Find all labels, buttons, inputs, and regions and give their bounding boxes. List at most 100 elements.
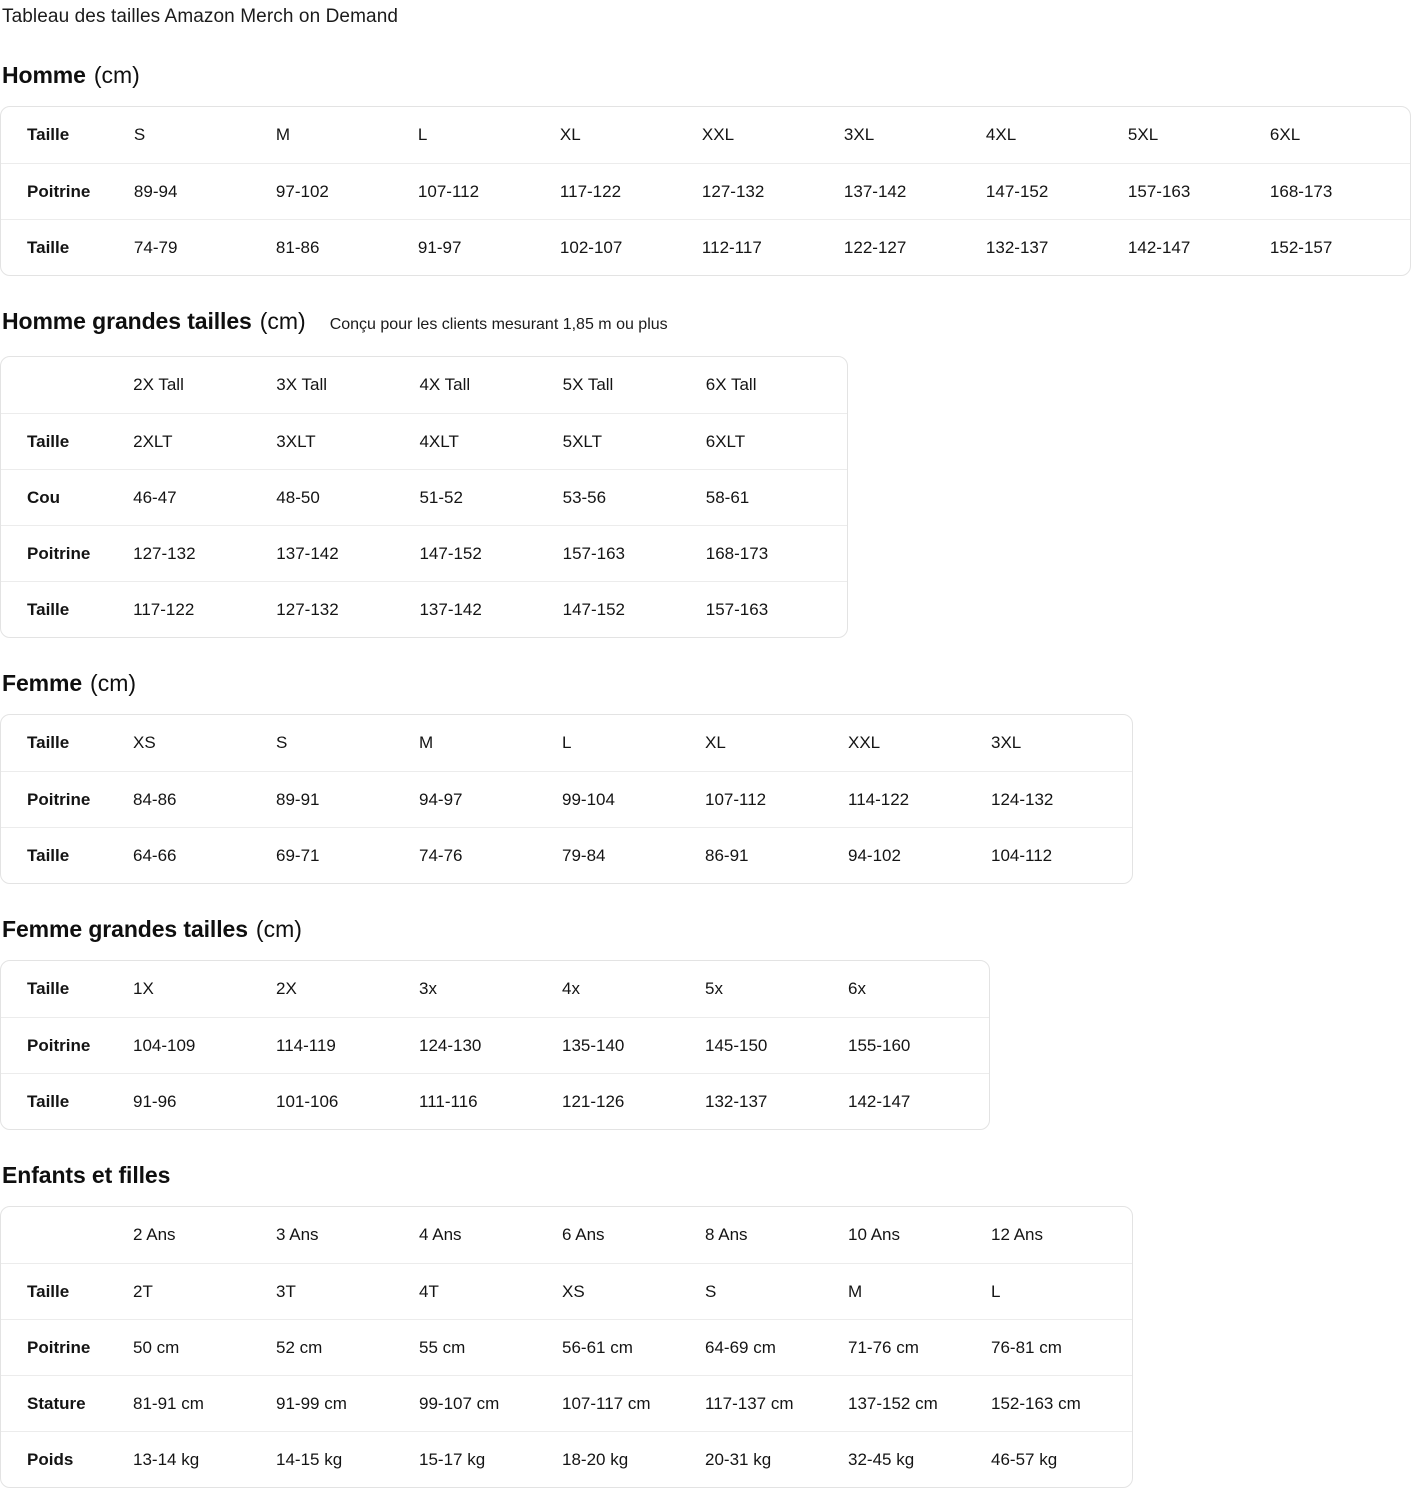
table-cell: 117-122 (557, 163, 700, 219)
row-label: Taille (1, 581, 132, 637)
table-cell: 84-86 (131, 771, 274, 827)
table-row: Taille 2T 3T 4T XS S M L (1, 1263, 1132, 1319)
section-title: Homme grandes tailles (2, 308, 252, 334)
table-cell: 46-57 kg (989, 1431, 1132, 1487)
table-cell: 155-160 (846, 1017, 989, 1073)
table-cell: 52 cm (274, 1319, 417, 1375)
table-row: Taille 2XLT 3XLT 4XLT 5XLT 6XLT (1, 413, 847, 469)
table-row: Taille 1X 2X 3x 4x 5x 6x (1, 961, 989, 1017)
table-row: 2 Ans 3 Ans 4 Ans 6 Ans 8 Ans 10 Ans 12 … (1, 1207, 1132, 1263)
table-cell: 127-132 (274, 581, 418, 637)
table-cell: 4 Ans (419, 1225, 462, 1244)
section-title: Femme (2, 670, 83, 696)
table-cell: 6x (848, 979, 866, 998)
table-cell: 132-137 (703, 1073, 846, 1129)
section-title: Enfants et filles (2, 1162, 171, 1188)
section-unit: (cm) (255, 916, 302, 942)
table-cell: 157-163 (703, 581, 847, 637)
row-label: Poitrine (1, 163, 132, 219)
table-row: Poitrine 127-132 137-142 147-152 157-163… (1, 525, 847, 581)
table-cell: 48-50 (274, 469, 418, 525)
table-cell: 14-15 kg (274, 1431, 417, 1487)
section-unit: (cm) (259, 308, 306, 334)
table-cell: 18-20 kg (560, 1431, 703, 1487)
table-cell: L (562, 733, 572, 752)
table-cell: 86-91 (703, 827, 846, 883)
table-cell: 8 Ans (705, 1225, 748, 1244)
table-cell: M (275, 125, 291, 144)
page-title: Tableau des tailles Amazon Merch on Dema… (2, 6, 399, 27)
table-cell: 137-142 (417, 581, 561, 637)
table-cell: 74-79 (131, 219, 274, 275)
row-label: Taille (27, 733, 70, 752)
table-cell: 3 Ans (276, 1225, 319, 1244)
table-cell: 2X Tall (133, 375, 184, 394)
table-cell: 142-147 (846, 1073, 989, 1129)
section-enfants-et-filles: Enfants et filles 2 Ans 3 Ans 4 Ans 6 An… (0, 1160, 1417, 1488)
table-cell: 121-126 (560, 1073, 703, 1129)
table-row: Stature 81-91 cm 91-99 cm 99-107 cm 107-… (1, 1375, 1132, 1431)
table-cell: 94-102 (846, 827, 989, 883)
table-cell: 58-61 (703, 469, 847, 525)
table-enfants-et-filles: 2 Ans 3 Ans 4 Ans 6 Ans 8 Ans 10 Ans 12 … (0, 1206, 1133, 1488)
table-cell: 1X (133, 979, 154, 998)
table-cell: 2X (276, 979, 297, 998)
table-cell: 4X Tall (419, 375, 471, 394)
table-cell: 3x (419, 979, 437, 998)
row-label (1, 357, 131, 413)
table-cell: 4XL (985, 125, 1017, 144)
table-cell: XL (559, 125, 581, 144)
table-cell: 124-132 (989, 771, 1132, 827)
table-cell: 81-91 cm (131, 1375, 274, 1431)
table-cell: 5XLT (560, 413, 704, 469)
section-title: Femme grandes tailles (2, 916, 248, 942)
table-cell: 117-122 (131, 581, 275, 637)
row-label: Stature (1, 1375, 131, 1431)
table-cell: XXL (701, 125, 735, 144)
table-cell: 4XLT (417, 413, 561, 469)
table-row: Cou 46-47 48-50 51-52 53-56 58-61 (1, 469, 847, 525)
table-cell: M (846, 1263, 989, 1319)
table-cell: 91-96 (131, 1073, 274, 1129)
table-cell: 74-76 (417, 827, 560, 883)
table-cell: 32-45 kg (846, 1431, 989, 1487)
table-row: Taille XS S M L XL XXL 3XL (1, 715, 1132, 771)
table-cell: 112-117 (699, 219, 842, 275)
section-homme: Homme (cm) Taille S M L XL XXL 3XL 4XL 5… (0, 60, 1417, 276)
row-label: Taille (1, 219, 132, 275)
table-cell: 3XLT (274, 413, 418, 469)
table-cell: 137-142 (841, 163, 984, 219)
table-row: Poitrine 89-94 97-102 107-112 117-122 12… (1, 163, 1410, 219)
section-heading-enfants-et-filles: Enfants et filles (0, 1160, 1417, 1190)
table-cell: 117-137 cm (703, 1375, 846, 1431)
row-label: Poids (1, 1431, 131, 1487)
table-femme-grandes-tailles: Taille 1X 2X 3x 4x 5x 6x Poitrine 104-10… (0, 960, 990, 1130)
table-row: Poids 13-14 kg 14-15 kg 15-17 kg 18-20 k… (1, 1431, 1132, 1487)
section-note: Conçu pour les clients mesurant 1,85 m o… (329, 316, 668, 333)
row-label: Taille (1, 413, 132, 469)
section-heading-femme: Femme (cm) (0, 668, 1417, 698)
table-cell: 2 Ans (133, 1225, 176, 1244)
table-cell: 3X Tall (276, 375, 328, 394)
table-cell: L (989, 1263, 1132, 1319)
table-cell: XL (705, 733, 726, 752)
section-heading-femme-grandes-tailles: Femme grandes tailles (cm) (0, 914, 1417, 944)
table-cell: 142-147 (1125, 219, 1268, 275)
table-row: Poitrine 50 cm 52 cm 55 cm 56-61 cm 64-6… (1, 1319, 1132, 1375)
table-femme: Taille XS S M L XL XXL 3XL Poitrine 84-8… (0, 714, 1133, 884)
table-cell: 79-84 (560, 827, 703, 883)
section-unit: (cm) (93, 62, 140, 88)
table-cell: 2T (131, 1263, 274, 1319)
table-cell: 127-132 (699, 163, 842, 219)
section-unit: (cm) (90, 670, 137, 696)
section-heading-homme: Homme (cm) (0, 60, 1417, 90)
row-label: Taille (27, 125, 70, 144)
table-cell: 122-127 (841, 219, 984, 275)
section-heading-homme-grandes-tailles: Homme grandes tailles (cm) Conçu pour le… (0, 306, 1417, 340)
table-cell: 132-137 (983, 219, 1126, 275)
table-cell: 147-152 (983, 163, 1126, 219)
table-cell: 55 cm (417, 1319, 560, 1375)
table-cell: 6 Ans (562, 1225, 605, 1244)
table-cell: S (276, 733, 288, 752)
table-cell: XXL (848, 733, 881, 752)
